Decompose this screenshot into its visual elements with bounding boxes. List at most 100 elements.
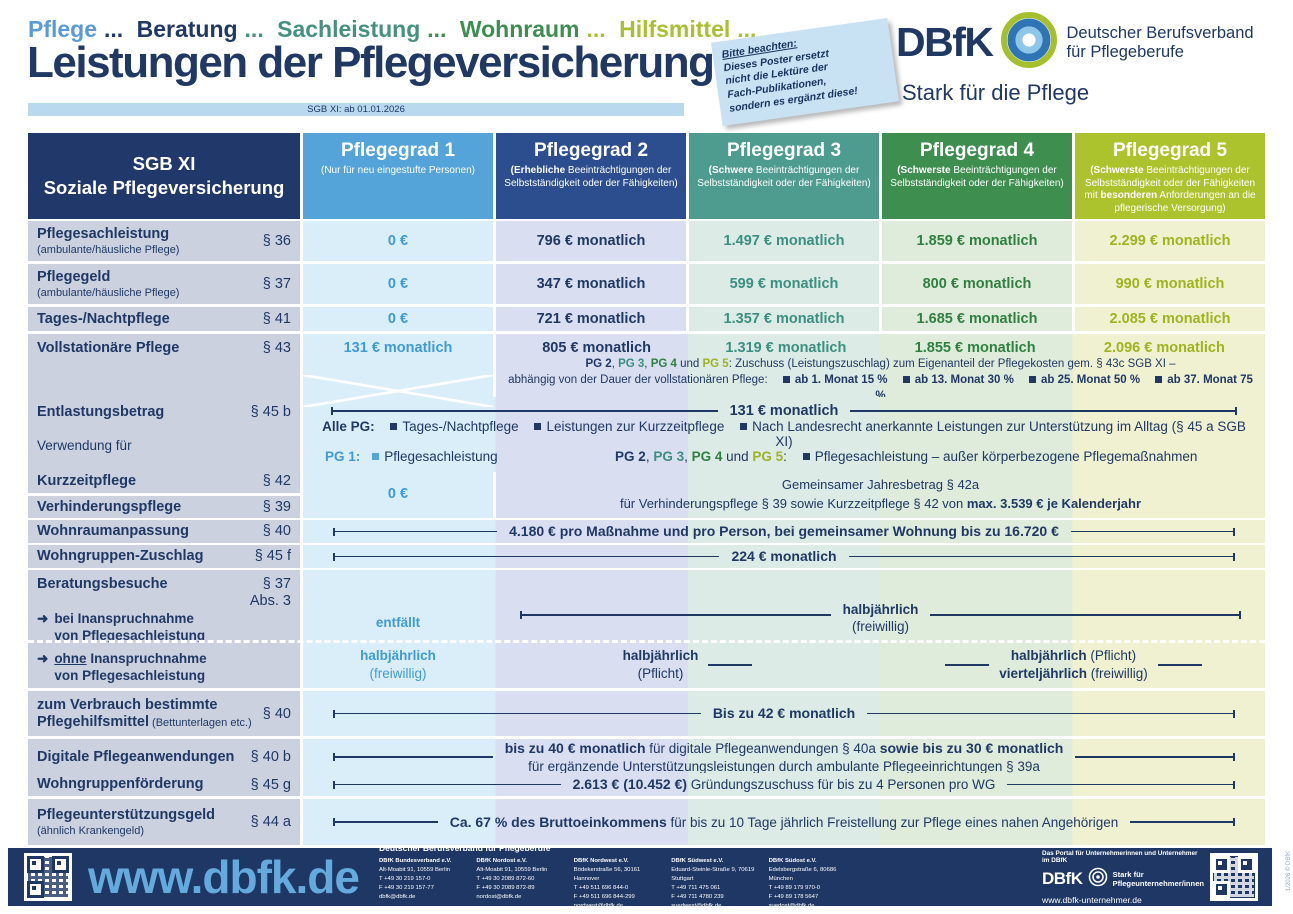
value-pg3: 1.357 € monatlich: [689, 307, 879, 331]
row-kurzzeit-verhinderungspflege: Kurzzeitpflege § 42 Verhinderungspflege …: [28, 470, 1265, 519]
range-line: [333, 710, 701, 717]
value-span: bis zu 40 € monatlich für digitale Pfleg…: [303, 739, 1265, 776]
office-suedwest: DBfK Südwest e.V. Eduard-Steinle-Straße …: [671, 857, 759, 910]
value-pg2: 805 € monatlich: [542, 340, 652, 356]
office-email: suedwest@dbfk.de: [671, 902, 722, 909]
bullet-square-icon: [390, 423, 398, 431]
value-pg4: 1.685 € monatlich: [882, 307, 1072, 331]
arrow-icon: ➜: [37, 651, 49, 666]
category-pflege: Pflege: [28, 16, 98, 42]
paragraph-ref: § 42: [262, 473, 291, 490]
range-line: [333, 528, 498, 535]
sublabel-bei-inanspruchnahme: ➜ bei Inanspruchnahme von Pflegesachleist…: [37, 610, 206, 643]
qr-code-dbfk-unternehmer: [1210, 853, 1258, 901]
value-pg1: 0 €: [303, 307, 493, 331]
range-line: [331, 407, 718, 415]
header-sgb-xi: SGB XI Soziale Pflegeversicherung: [28, 133, 300, 219]
header-pflegegrad-3: Pflegegrad 3 (Schwere Beeinträchtigungen…: [689, 133, 879, 219]
value-pg2-5-halbjaehrlich: halbjährlich (freiwillig): [496, 570, 1265, 642]
value-pg2: 721 € monatlich: [496, 307, 686, 331]
value-pg1: 0 €: [303, 470, 493, 519]
paragraph-ref: § 40 b: [250, 749, 291, 766]
range-line: [333, 818, 438, 826]
dbfk-claim: Stark für die Pflege: [902, 80, 1090, 105]
value-pg2: 796 € monatlich: [496, 221, 686, 261]
value-span: 2.613 € (10.452 €) Gründungszuschuss für…: [303, 773, 1265, 796]
zuschuss-note: PG 2, PG 3, PG 4 und PG 5: Zuschuss (Lei…: [508, 358, 1253, 402]
value-pg4: 1.855 € monatlich: [914, 340, 1036, 356]
row-label: Digitale Pflegeanwendungen § 40 b: [28, 739, 300, 776]
row-entlastungsbetrag: Entlastungsbetrag § 45 b Verwendung für …: [28, 397, 1265, 472]
row-label: Wohnraumanpassung § 40: [28, 520, 300, 543]
row-pflegegeld: Pflegegeld (ambulante/häusliche Pflege) …: [28, 264, 1265, 304]
paragraph-ref: § 37: [262, 276, 291, 292]
header-pflegegrad-5: Pflegegrad 5 (Schwerste Beeinträchtigung…: [1075, 133, 1265, 219]
dashed-divider: [28, 640, 1265, 643]
value-span: 224 € monatlich: [303, 545, 1265, 568]
row-label: Wohngruppen-Zuschlag § 45 f: [28, 545, 300, 568]
subtitle-bar: SGB XI: ab 01.01.2026: [28, 103, 684, 116]
range-line: [708, 664, 753, 666]
row-tages-nachtpflege: Tages-/Nachtpflege § 41 0 € 721 € monatl…: [28, 307, 1265, 331]
office-email: dbfk@dbfk.de: [378, 893, 416, 900]
bullet-square-icon: [372, 453, 380, 461]
office-bundesverband: DBfK Bundesverband e.V. Alt-Moabit 91, 1…: [379, 857, 467, 910]
office-nordost: DBfK Nordost e.V. Alt-Moabit 91, 10559 B…: [476, 857, 564, 910]
jahresbetrag-note: Gemeinsamer Jahresbetrag § 42a für Verhi…: [496, 470, 1265, 519]
row-label: Entlastungsbetrag § 45 b Verwendung für: [28, 397, 300, 472]
entlastung-content: 131 € monatlich Alle PG: Tages-/Nachtpfl…: [303, 397, 1265, 472]
range-line: [520, 612, 831, 619]
range-line: [1007, 781, 1236, 788]
bullet-square-icon: [902, 376, 910, 384]
range-line: [333, 553, 720, 560]
value-pg2-3-pflicht: halbjährlich (Pflicht): [496, 642, 879, 688]
office-suedost: DBfK Südost e.V. Edelsbergstraße 6, 8068…: [769, 857, 857, 910]
value-pg1-entfaellt: entfällt: [375, 615, 421, 630]
value-pg4: 1.859 € monatlich: [882, 221, 1072, 261]
range-line: [1157, 664, 1202, 666]
paragraph-ref: § 36: [262, 233, 291, 249]
value-span: 4.180 € pro Maßnahme und pro Person, bei…: [303, 520, 1265, 543]
paragraph-ref: § 44 a: [250, 814, 291, 830]
table-header-row: SGB XI Soziale Pflegeversicherung Pflege…: [28, 133, 1265, 219]
paragraph-ref: § 41: [262, 311, 291, 327]
value-pg3: 1.497 € monatlich: [689, 221, 879, 261]
row-label: Wohngruppenförderung § 45 g: [28, 773, 300, 796]
value-pg2: 347 € monatlich: [496, 264, 686, 304]
value-pg4-5-pflicht-freiwillig: halbjährlich (Pflicht) vierteljährlich (…: [882, 642, 1265, 688]
office-email: nordwest@dbfk.de: [573, 902, 624, 909]
row-label: Vollstationäre Pflege § 43: [28, 334, 300, 408]
paragraph-ref: § 39: [262, 499, 291, 515]
dbfk-circle-icon: [1001, 12, 1058, 73]
value-pg1: 0 €: [303, 221, 493, 261]
row-label: zum Verbrauch bestimmte Pflegehilfsmitte…: [28, 691, 300, 736]
range-line: [867, 710, 1235, 717]
row-label: Pflegegeld (ambulante/häusliche Pflege) …: [28, 264, 300, 304]
value-pg5: 2.299 € monatlich: [1075, 221, 1265, 261]
value-pg4: 800 € monatlich: [882, 264, 1072, 304]
office-nordwest: DBfK Nordwest e.V. Bödekerstraße 56, 301…: [574, 857, 662, 910]
footer-url[interactable]: www.dbfk.de: [88, 851, 360, 903]
bullet-square-icon: [782, 376, 790, 384]
bullet-square-icon: [534, 423, 542, 431]
range-line: [850, 407, 1238, 415]
category-wohnraum: Wohnraum: [459, 16, 580, 42]
dbfk-wordmark: DBfK: [896, 19, 994, 65]
sublabel-ohne-inanspruchnahme: ➜ ohne Inanspruchnahme von Pflegesachleis…: [37, 651, 207, 683]
row-label: Pflegesachleistung (ambulante/häusliche …: [28, 221, 300, 261]
portal-url[interactable]: www.dbfk-unternehmer.de: [1042, 894, 1142, 905]
paragraph-ref: § 40: [262, 523, 291, 540]
footer-org-header: Deutscher Berufsverband für Pflegeberufe: [378, 843, 551, 854]
subtitle-text: SGB XI: ab 01.01.2026: [307, 104, 405, 115]
paragraph-ref: § 37 Abs. 3: [249, 576, 291, 610]
header-pflegegrad-1: Pflegegrad 1 (Nur für neu eingestufte Pe…: [303, 133, 493, 219]
range-line: [333, 781, 561, 788]
row-wohngruppenfoerderung: Wohngruppenförderung § 45 g 2.613 € (10.…: [28, 773, 1265, 796]
page-title: Leistungen der Pflegeversicherung: [27, 38, 715, 87]
crossed-out-icon: [303, 375, 493, 408]
category-sachleistung: Sachleistung: [277, 16, 421, 42]
category-strip: Pflege... Beratung... Sachleistung... Wo…: [28, 16, 757, 42]
range-line: [1075, 753, 1235, 761]
office-email: nordost@dbfk.de: [476, 893, 522, 900]
value-pg5: 2.096 € monatlich: [1103, 340, 1225, 356]
